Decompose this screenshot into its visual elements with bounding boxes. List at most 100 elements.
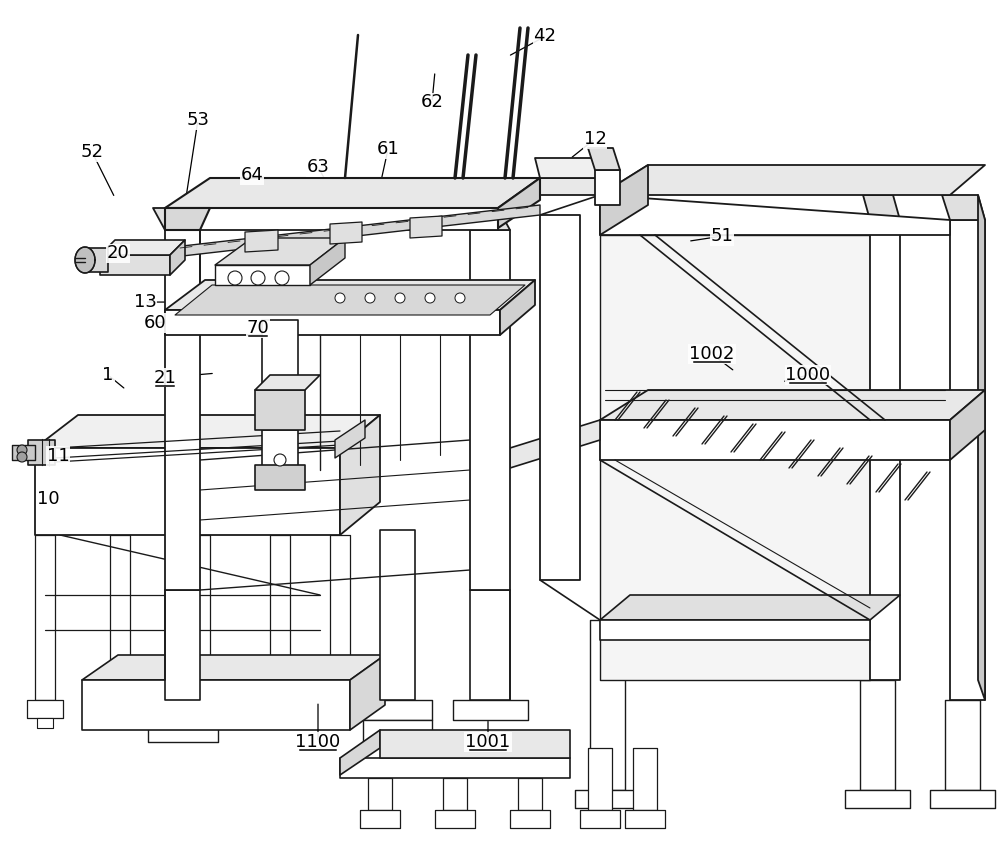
Polygon shape bbox=[600, 420, 950, 460]
Polygon shape bbox=[262, 700, 298, 718]
Polygon shape bbox=[510, 810, 550, 828]
Polygon shape bbox=[870, 220, 900, 680]
Polygon shape bbox=[942, 195, 985, 220]
Circle shape bbox=[17, 445, 27, 455]
Polygon shape bbox=[633, 748, 657, 810]
Polygon shape bbox=[272, 718, 288, 728]
Circle shape bbox=[274, 454, 286, 466]
Polygon shape bbox=[380, 530, 415, 700]
Polygon shape bbox=[860, 680, 895, 790]
Polygon shape bbox=[28, 440, 55, 465]
Polygon shape bbox=[165, 280, 535, 310]
Polygon shape bbox=[112, 718, 128, 728]
Polygon shape bbox=[82, 655, 385, 680]
Polygon shape bbox=[625, 810, 665, 828]
Text: 13: 13 bbox=[134, 293, 156, 311]
Polygon shape bbox=[27, 700, 63, 718]
Polygon shape bbox=[510, 420, 600, 468]
Polygon shape bbox=[575, 790, 640, 808]
Polygon shape bbox=[950, 220, 985, 700]
Polygon shape bbox=[535, 158, 600, 178]
Polygon shape bbox=[500, 280, 535, 335]
Polygon shape bbox=[35, 448, 340, 535]
Text: 1000: 1000 bbox=[785, 366, 831, 384]
Polygon shape bbox=[192, 718, 208, 728]
Polygon shape bbox=[950, 390, 985, 460]
Polygon shape bbox=[588, 148, 620, 170]
Polygon shape bbox=[350, 655, 385, 730]
Polygon shape bbox=[100, 255, 170, 275]
Polygon shape bbox=[148, 700, 218, 720]
Text: 52: 52 bbox=[80, 143, 104, 161]
Polygon shape bbox=[453, 700, 528, 720]
Polygon shape bbox=[945, 700, 980, 790]
Polygon shape bbox=[12, 445, 35, 460]
Text: 10: 10 bbox=[37, 490, 59, 508]
Polygon shape bbox=[595, 170, 620, 205]
Polygon shape bbox=[600, 165, 648, 235]
Polygon shape bbox=[182, 700, 218, 718]
Polygon shape bbox=[845, 790, 910, 808]
Circle shape bbox=[425, 293, 435, 303]
Text: 12: 12 bbox=[584, 130, 606, 148]
Polygon shape bbox=[322, 680, 358, 698]
Polygon shape bbox=[368, 778, 392, 810]
Polygon shape bbox=[215, 238, 345, 265]
Text: 63: 63 bbox=[307, 158, 329, 175]
Polygon shape bbox=[82, 680, 350, 730]
Polygon shape bbox=[153, 208, 200, 230]
Polygon shape bbox=[255, 390, 305, 430]
Polygon shape bbox=[600, 165, 985, 195]
Circle shape bbox=[365, 293, 375, 303]
Polygon shape bbox=[443, 778, 467, 810]
Polygon shape bbox=[245, 230, 278, 252]
Text: 53: 53 bbox=[186, 111, 210, 128]
Polygon shape bbox=[340, 730, 380, 775]
Polygon shape bbox=[330, 222, 362, 244]
Polygon shape bbox=[363, 720, 432, 742]
Text: 1100: 1100 bbox=[295, 733, 341, 751]
Polygon shape bbox=[165, 230, 200, 590]
Circle shape bbox=[275, 271, 289, 285]
Text: 60: 60 bbox=[144, 314, 166, 332]
Polygon shape bbox=[165, 590, 200, 700]
Polygon shape bbox=[435, 810, 475, 828]
Polygon shape bbox=[85, 248, 108, 272]
Polygon shape bbox=[310, 238, 345, 285]
Polygon shape bbox=[600, 195, 950, 235]
Polygon shape bbox=[110, 535, 130, 700]
Polygon shape bbox=[600, 595, 900, 620]
Circle shape bbox=[335, 293, 345, 303]
Text: 1001: 1001 bbox=[465, 733, 511, 751]
Polygon shape bbox=[102, 700, 138, 718]
Polygon shape bbox=[165, 178, 540, 208]
Polygon shape bbox=[580, 810, 620, 828]
Text: 42: 42 bbox=[534, 28, 556, 45]
Polygon shape bbox=[380, 730, 570, 758]
Polygon shape bbox=[165, 208, 498, 230]
Polygon shape bbox=[470, 590, 510, 700]
Polygon shape bbox=[600, 620, 870, 640]
Polygon shape bbox=[340, 415, 380, 535]
Circle shape bbox=[395, 293, 405, 303]
Polygon shape bbox=[410, 216, 442, 238]
Text: 51: 51 bbox=[711, 227, 733, 245]
Polygon shape bbox=[75, 247, 95, 273]
Polygon shape bbox=[498, 178, 540, 228]
Text: 61: 61 bbox=[377, 141, 399, 158]
Polygon shape bbox=[588, 748, 612, 810]
Polygon shape bbox=[37, 718, 53, 728]
Polygon shape bbox=[600, 390, 985, 420]
Polygon shape bbox=[540, 178, 600, 195]
Polygon shape bbox=[255, 375, 320, 390]
Polygon shape bbox=[100, 240, 185, 255]
Circle shape bbox=[228, 271, 242, 285]
Text: 21: 21 bbox=[154, 369, 176, 386]
Polygon shape bbox=[590, 620, 625, 790]
Text: 1002: 1002 bbox=[689, 345, 735, 363]
Polygon shape bbox=[215, 265, 310, 285]
Text: 11: 11 bbox=[47, 447, 69, 464]
Polygon shape bbox=[170, 240, 185, 275]
Polygon shape bbox=[175, 285, 525, 315]
Polygon shape bbox=[518, 778, 542, 810]
